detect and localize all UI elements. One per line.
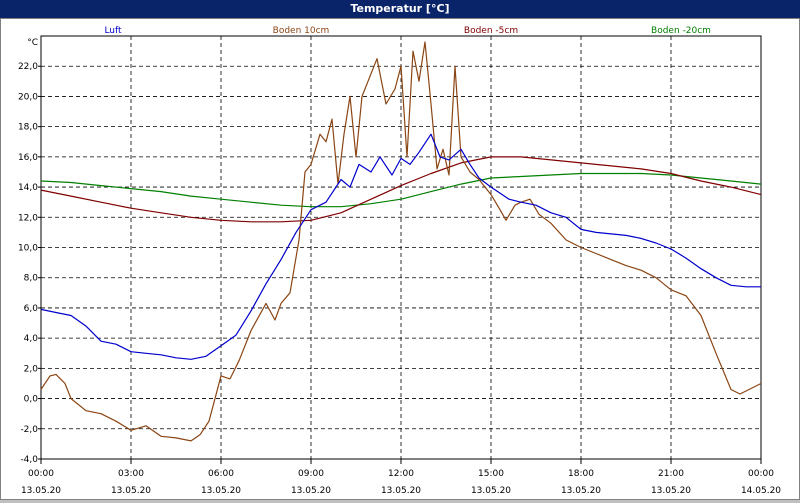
chart-area: -4,0 -2,0 0,0 2,0 4,0 6,0 8,0 10,0 12,0 14,0 16,0 1… — [0, 18, 800, 500]
y-tick-label: 10,0 — [18, 244, 38, 254]
series-line — [40, 172, 762, 208]
series-line — [40, 41, 762, 442]
x-tick-label-date: 13.05.20 — [381, 486, 421, 496]
x-tick-label-time: 09:00 — [298, 469, 324, 479]
x-tick-label-time: 12:00 — [388, 469, 414, 479]
y-tick-label: 22,0 — [18, 62, 38, 72]
legend-entry: Luft — [104, 26, 122, 36]
y-tick-label: 8,0 — [24, 274, 39, 284]
x-tick-label-time: 18:00 — [568, 469, 594, 479]
x-tick-label-time: 21:00 — [658, 469, 684, 479]
x-tick-label-time: 03:00 — [118, 469, 144, 479]
legend-entry: Boden -20cm — [651, 26, 711, 36]
x-tick-label-date: 13.05.20 — [471, 486, 511, 496]
x-tick-label-date: 13.05.20 — [21, 486, 61, 496]
y-tick-label: 4,0 — [24, 334, 39, 344]
window-title: Temperatur [°C] — [0, 0, 800, 18]
x-tick-label-date: 14.05.20 — [741, 486, 781, 496]
x-tick-label-time: 00:00 — [748, 469, 774, 479]
y-tick-label: -2,0 — [20, 425, 38, 435]
y-tick-label: 14,0 — [18, 183, 38, 193]
x-tick-label-date: 13.05.20 — [201, 486, 241, 496]
legend-entry: Boden -5cm — [464, 26, 518, 36]
x-tick-label-date: 13.05.20 — [561, 486, 601, 496]
y-tick-label: -4,0 — [20, 455, 38, 465]
y-tick-label: 0,0 — [24, 395, 39, 405]
y-tick-label: 20,0 — [18, 92, 38, 102]
y-tick-label: 12,0 — [18, 213, 38, 223]
legend-entry: Boden 10cm — [273, 26, 330, 36]
x-tick-label-time: 06:00 — [208, 469, 234, 479]
temperature-chart: -4,0 -2,0 0,0 2,0 4,0 6,0 8,0 10,0 12,0 14,0 16,0 1… — [18, 26, 781, 496]
y-tick-label: 2,0 — [24, 364, 39, 374]
y-tick-label: 6,0 — [24, 304, 39, 314]
x-tick-label-date: 13.05.20 — [111, 486, 151, 496]
x-tick-label-date: 13.05.20 — [651, 486, 691, 496]
series-line — [40, 133, 761, 360]
x-tick-label-time: 15:00 — [478, 469, 504, 479]
x-tick-label-date: 13.05.20 — [291, 486, 331, 496]
y-tick-label: 18,0 — [18, 123, 38, 133]
series-line — [40, 156, 762, 223]
x-tick-label-time: 00:00 — [28, 469, 54, 479]
y-tick-label: 16,0 — [18, 153, 38, 163]
y-axis-label: °C — [27, 38, 38, 48]
